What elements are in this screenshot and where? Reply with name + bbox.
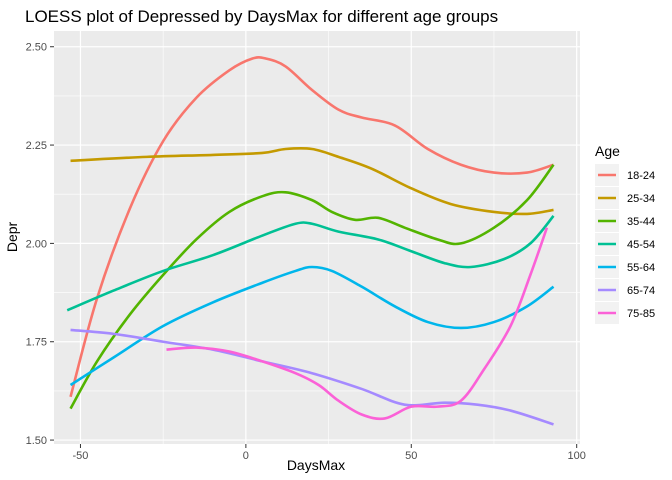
- legend-item-18-24: 18-24: [595, 164, 655, 186]
- legend-label: 45-54: [627, 239, 655, 251]
- legend-label: 25-34: [627, 193, 655, 205]
- legend-item-45-54: 45-54: [595, 233, 655, 255]
- series-line-45-54: [66, 215, 555, 312]
- x-tick-label: 100: [568, 450, 586, 462]
- legend-item-75-85: 75-85: [595, 302, 655, 324]
- y-tick-label: 1.75: [26, 337, 47, 349]
- legend-label: 65-74: [627, 285, 655, 297]
- major-grid: [54, 31, 580, 444]
- x-tick-label: -50: [73, 450, 89, 462]
- legend-label: 18-24: [627, 170, 655, 182]
- y-tick-label: 2.50: [26, 42, 47, 54]
- y-axis-title: Depr: [4, 221, 20, 252]
- legend-item-25-34: 25-34: [595, 187, 655, 209]
- series-line-18-24: [69, 56, 554, 398]
- series-line-25-34: [70, 146, 554, 216]
- legend-label: 35-44: [627, 216, 655, 228]
- x-tick-label: 0: [243, 450, 249, 462]
- legend-label: 75-85: [627, 308, 655, 320]
- x-axis: -50 0 50 100: [73, 444, 586, 462]
- x-axis-title: DaysMax: [287, 457, 345, 473]
- series-layer: [66, 56, 555, 426]
- series-line-35-44: [69, 163, 555, 410]
- series-line-75-85: [166, 227, 549, 421]
- x-tick-label: 50: [405, 450, 417, 462]
- legend-item-65-74: 65-74: [595, 279, 655, 301]
- y-tick-label: 2.25: [26, 140, 47, 152]
- legend: Age 18-24 25-34 35-44 45-54 55-64 65-74 75-85: [595, 143, 655, 324]
- legend-item-35-44: 35-44: [595, 210, 655, 232]
- legend-label: 55-64: [627, 262, 655, 274]
- y-tick-label: 1.50: [26, 435, 47, 447]
- series-line-55-64: [69, 265, 555, 387]
- y-axis: 1.50 1.75 2.00 2.25 2.50: [26, 42, 54, 447]
- legend-items: 18-24 25-34 35-44 45-54 55-64 65-74 75-85: [595, 164, 655, 324]
- y-tick-label: 2.00: [26, 238, 47, 250]
- series-line-65-74: [70, 328, 554, 426]
- legend-title: Age: [595, 143, 620, 159]
- minor-grid: [54, 31, 580, 444]
- legend-item-55-64: 55-64: [595, 256, 655, 278]
- chart-title: LOESS plot of Depressed by DaysMax for d…: [25, 7, 498, 26]
